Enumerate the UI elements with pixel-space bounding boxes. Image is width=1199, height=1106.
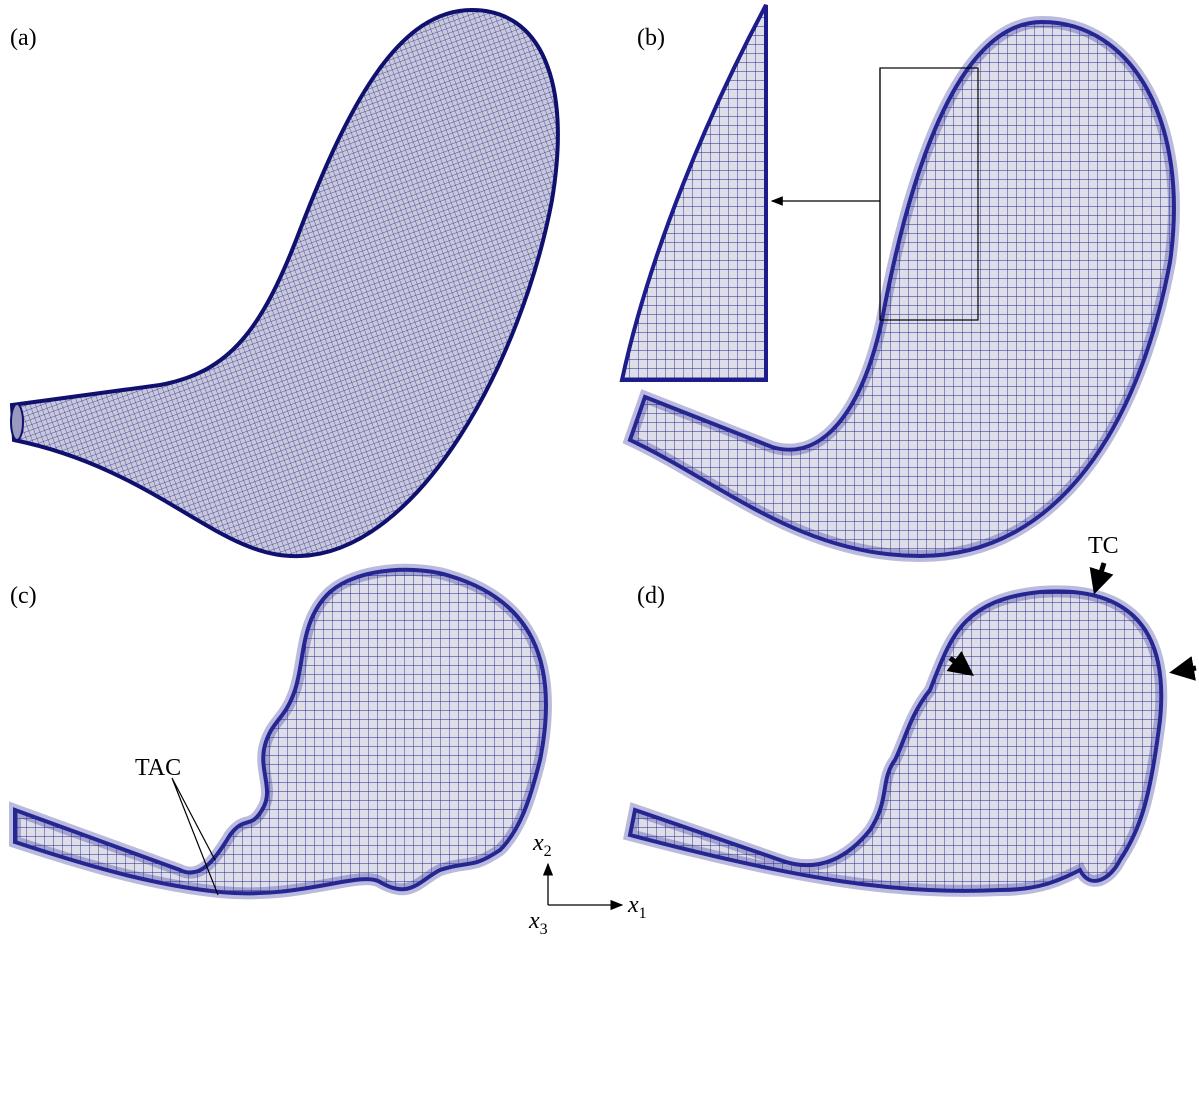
axis-index: 1 bbox=[639, 905, 647, 922]
stomach-mesh-tc bbox=[630, 591, 1161, 891]
coordinate-axes bbox=[548, 864, 622, 905]
panel-label: (b) bbox=[637, 25, 665, 51]
panel-label: (c) bbox=[10, 583, 37, 609]
stomach-mesh-3d bbox=[12, 10, 558, 556]
axis-index: 2 bbox=[544, 843, 552, 860]
axis-label: x1 bbox=[627, 892, 647, 922]
axis-symbol: x bbox=[532, 830, 544, 856]
inset-mesh bbox=[622, 5, 766, 380]
axis-index: 3 bbox=[540, 921, 548, 938]
axis-symbol: x bbox=[627, 892, 639, 918]
panel-label: (a) bbox=[10, 25, 37, 51]
tube-end bbox=[11, 404, 23, 440]
axis-symbol: x bbox=[528, 908, 540, 934]
page: {"panels":[{"label":"(a)"},{"label":"(b)… bbox=[0, 0, 1199, 1101]
figure: (a) (b) (c) (d) TAC TC x2 x1 x3 bbox=[0, 0, 1199, 1101]
axis-label: x2 bbox=[532, 830, 552, 860]
tc-label: TC bbox=[1088, 533, 1119, 559]
panel-label: (d) bbox=[637, 583, 665, 609]
zoom-arrow bbox=[772, 68, 880, 320]
tac-label: TAC bbox=[135, 755, 181, 781]
axis-label: x3 bbox=[528, 908, 548, 938]
